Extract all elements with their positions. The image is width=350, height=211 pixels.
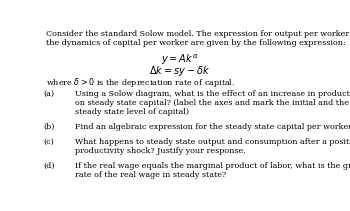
Text: (b): (b) [43,123,55,131]
Text: productivity shock? Justify your response.: productivity shock? Justify your respons… [75,147,246,155]
Text: $\Delta k = sy - \delta k$: $\Delta k = sy - \delta k$ [149,64,210,77]
Text: $y = Ak^{\alpha}$: $y = Ak^{\alpha}$ [161,53,198,67]
Text: Find an algebraic expression for the steady state capital per worker.: Find an algebraic expression for the ste… [75,123,350,131]
Text: where $\delta > 0$ is the depreciation rate of capital.: where $\delta > 0$ is the depreciation r… [47,76,236,89]
Text: rate of the real wage in steady state?: rate of the real wage in steady state? [75,171,226,179]
Text: Consider the standard Solow model. The expression for output per worker and: Consider the standard Solow model. The e… [47,30,350,38]
Text: the dynamics of capital per worker are given by the following expression:: the dynamics of capital per worker are g… [47,39,346,47]
Text: What happens to steady state output and consumption after a positive: What happens to steady state output and … [75,138,350,146]
Text: If the real wage equals the marginal product of labor, what is the growth: If the real wage equals the marginal pro… [75,162,350,170]
Text: (a): (a) [43,90,55,98]
Text: (c): (c) [44,138,55,146]
Text: steady state level of capital): steady state level of capital) [75,108,189,116]
Text: Using a Solow diagram, what is the effect of an increase in productivity A: Using a Solow diagram, what is the effec… [75,90,350,98]
Text: on steady state capital? (label the axes and mark the initial and the final: on steady state capital? (label the axes… [75,99,350,107]
Text: (d): (d) [43,162,55,170]
